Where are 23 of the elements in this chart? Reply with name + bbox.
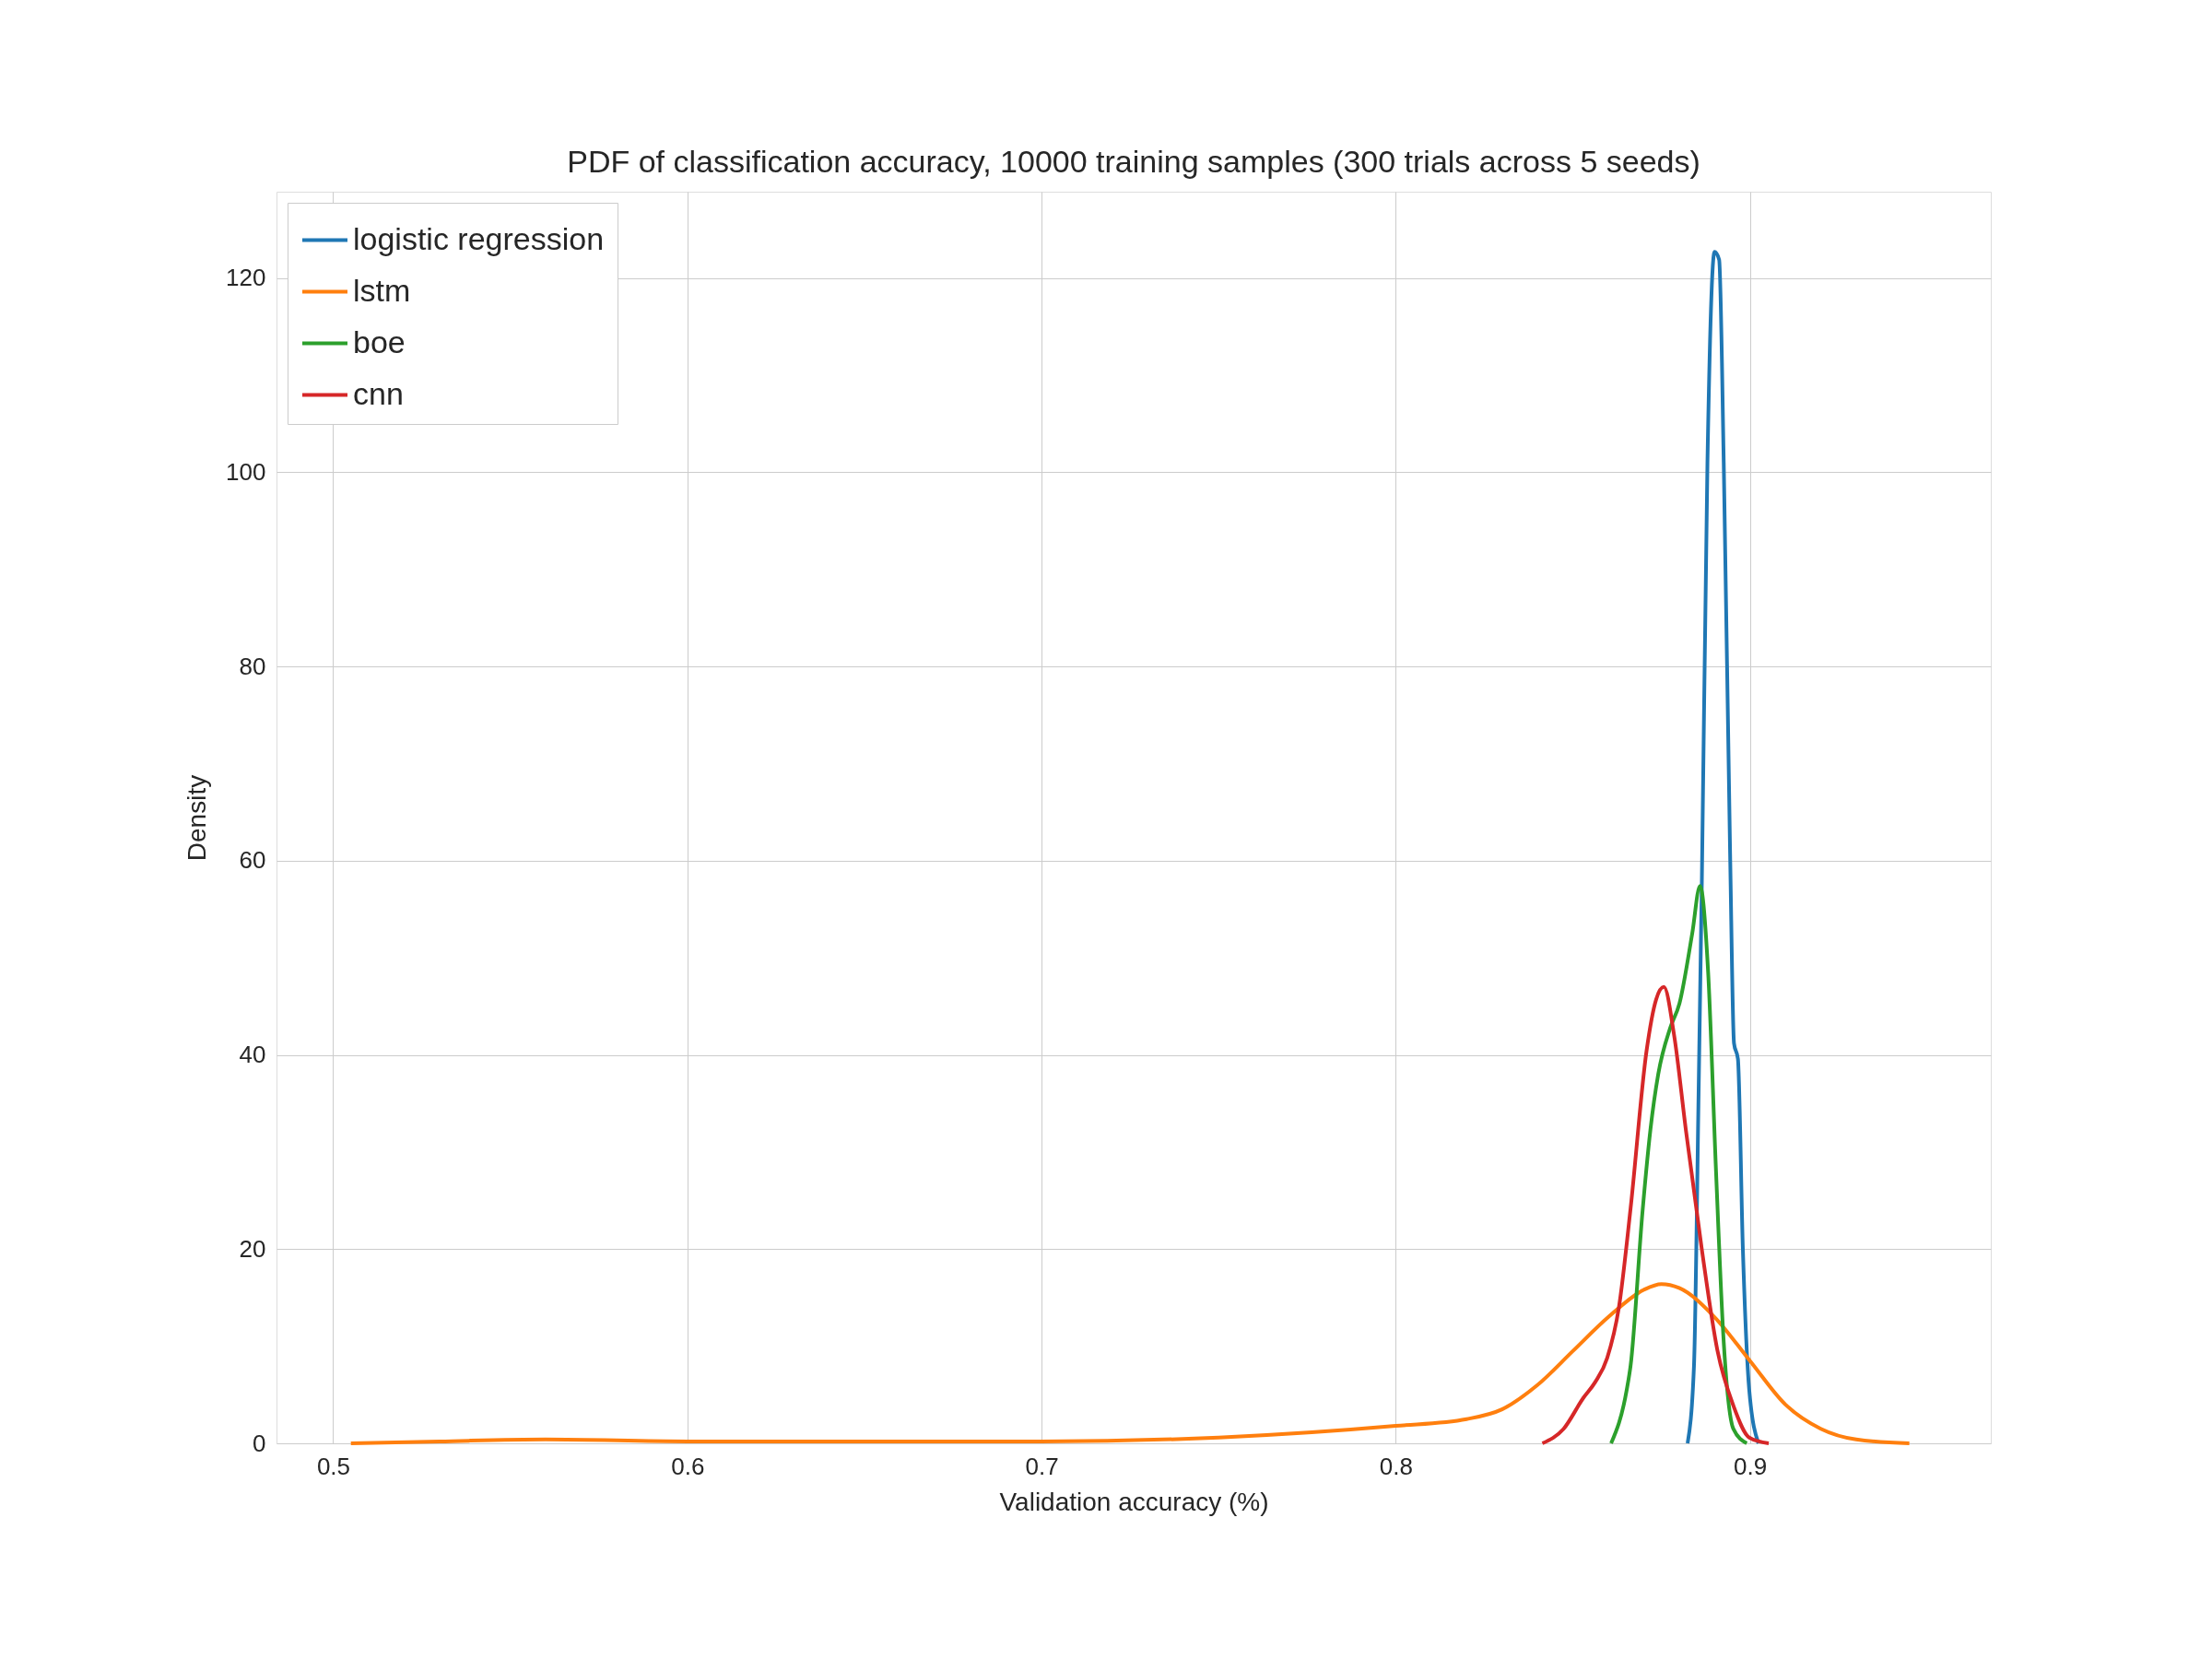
legend-label: logistic regression [353,220,605,256]
line-series [348,1282,1912,1445]
y-tick-label: 120 [226,264,266,292]
line-series [1540,984,1771,1445]
x-tick-label: 0.9 [1734,1452,1768,1480]
legend-label: cnn [353,375,404,411]
legend-label: boe [353,324,406,359]
y-tick-label: 20 [239,1234,266,1263]
line-series [1686,250,1760,1445]
line-series [1609,884,1749,1445]
y-tick-label: 40 [239,1041,266,1069]
y-tick-label: 80 [239,652,266,680]
chart-title: PDF of classification accuracy, 10000 training samples (300 trials across 5 seeds) [567,144,1700,179]
y-axis-title: Density [182,774,212,862]
x-axis-title: Validation accuracy (%) [999,1487,1269,1516]
x-tick-label: 0.6 [671,1452,705,1480]
y-tick-label: 0 [253,1429,266,1457]
x-tick-label: 0.8 [1379,1452,1413,1480]
x-tick-label: 0.5 [316,1452,351,1480]
x-tick-label: 0.7 [1025,1452,1059,1480]
y-tick-label: 60 [239,846,266,875]
y-tick-label: 100 [226,457,266,486]
legend-label: lstm [353,272,411,308]
